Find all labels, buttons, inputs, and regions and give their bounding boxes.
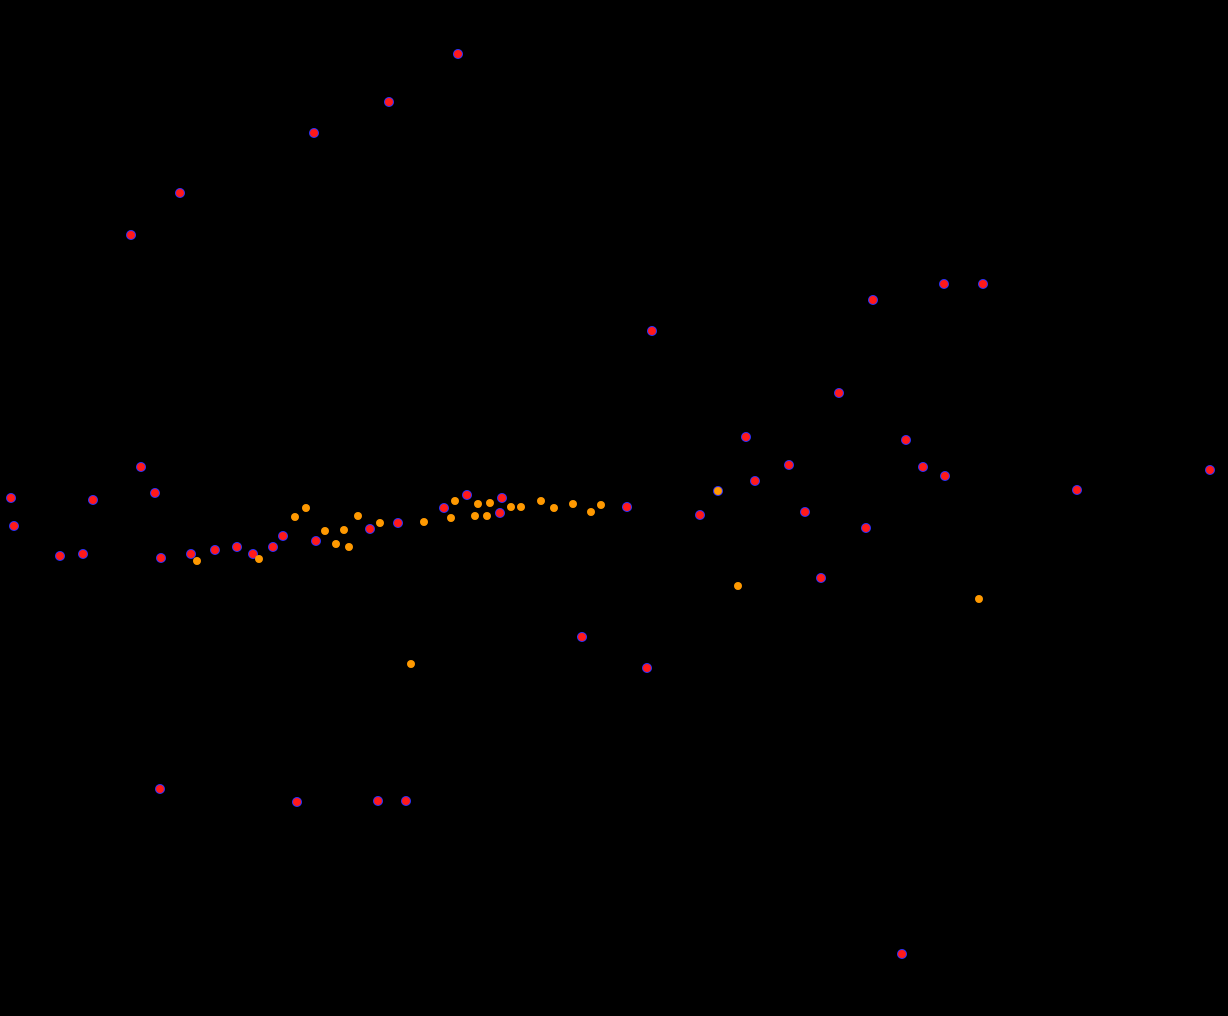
point-core bbox=[291, 513, 299, 521]
point-core bbox=[127, 231, 135, 239]
point-core bbox=[734, 582, 742, 590]
point-core bbox=[374, 797, 382, 805]
point-core bbox=[454, 50, 462, 58]
point-core bbox=[233, 543, 241, 551]
point-core bbox=[385, 98, 393, 106]
scatter-plot bbox=[0, 0, 1228, 1016]
point-core bbox=[157, 554, 165, 562]
point-core bbox=[332, 540, 340, 548]
point-core bbox=[696, 511, 704, 519]
point-core bbox=[407, 660, 415, 668]
point-core bbox=[354, 512, 362, 520]
point-core bbox=[79, 550, 87, 558]
point-core bbox=[310, 129, 318, 137]
point-core bbox=[1073, 486, 1081, 494]
point-core bbox=[447, 514, 455, 522]
point-core bbox=[151, 489, 159, 497]
point-core bbox=[255, 555, 263, 563]
point-core bbox=[376, 519, 384, 527]
point-core bbox=[420, 518, 428, 526]
point-core bbox=[537, 497, 545, 505]
point-core bbox=[293, 798, 301, 806]
point-core bbox=[648, 327, 656, 335]
point-core bbox=[496, 509, 504, 517]
point-core bbox=[137, 463, 145, 471]
point-core bbox=[321, 527, 329, 535]
point-core bbox=[498, 494, 506, 502]
point-core bbox=[471, 512, 479, 520]
point-core bbox=[550, 504, 558, 512]
point-core bbox=[302, 504, 310, 512]
point-core bbox=[975, 595, 983, 603]
point-core bbox=[394, 519, 402, 527]
point-core bbox=[714, 487, 722, 495]
point-core bbox=[176, 189, 184, 197]
point-core bbox=[751, 477, 759, 485]
point-core bbox=[817, 574, 825, 582]
point-core bbox=[483, 512, 491, 520]
point-core bbox=[902, 436, 910, 444]
point-core bbox=[742, 433, 750, 441]
point-core bbox=[940, 280, 948, 288]
point-core bbox=[366, 525, 374, 533]
point-core bbox=[312, 537, 320, 545]
point-core bbox=[345, 543, 353, 551]
point-core bbox=[587, 508, 595, 516]
point-core bbox=[340, 526, 348, 534]
point-core bbox=[193, 557, 201, 565]
point-core bbox=[56, 552, 64, 560]
point-core bbox=[156, 785, 164, 793]
point-core bbox=[623, 503, 631, 511]
point-core bbox=[898, 950, 906, 958]
point-core bbox=[10, 522, 18, 530]
point-core bbox=[474, 500, 482, 508]
point-core bbox=[279, 532, 287, 540]
point-core bbox=[7, 494, 15, 502]
point-core bbox=[643, 664, 651, 672]
point-core bbox=[440, 504, 448, 512]
point-core bbox=[869, 296, 877, 304]
point-core bbox=[517, 503, 525, 511]
point-core bbox=[451, 497, 459, 505]
point-core bbox=[979, 280, 987, 288]
point-core bbox=[578, 633, 586, 641]
point-core bbox=[507, 503, 515, 511]
point-core bbox=[486, 499, 494, 507]
point-core bbox=[211, 546, 219, 554]
point-core bbox=[597, 501, 605, 509]
point-core bbox=[402, 797, 410, 805]
point-core bbox=[919, 463, 927, 471]
point-core bbox=[862, 524, 870, 532]
point-core bbox=[835, 389, 843, 397]
point-core bbox=[569, 500, 577, 508]
point-core bbox=[1206, 466, 1214, 474]
point-core bbox=[785, 461, 793, 469]
point-core bbox=[463, 491, 471, 499]
point-core bbox=[941, 472, 949, 480]
point-core bbox=[89, 496, 97, 504]
point-core bbox=[269, 543, 277, 551]
point-core bbox=[801, 508, 809, 516]
